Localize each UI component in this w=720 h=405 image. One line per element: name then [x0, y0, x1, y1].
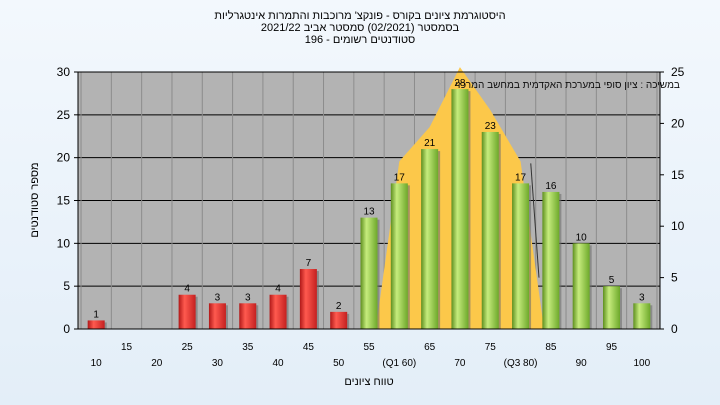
- x-tick-label: 75: [485, 342, 497, 353]
- bar-value-label: 4: [184, 284, 190, 295]
- y-axis-label: מספר סטודנטים: [29, 162, 41, 237]
- bar-value-label: 3: [245, 292, 251, 303]
- y2-tick-label: 10: [671, 219, 685, 233]
- bar-85: [542, 191, 560, 329]
- bar-40: [269, 294, 287, 329]
- bar-75: [481, 131, 499, 329]
- x-tick-label: 15: [121, 342, 133, 353]
- bar-25: [178, 294, 196, 329]
- bar-65: [421, 149, 439, 329]
- y-tick-label: 5: [63, 279, 70, 293]
- x-axis-label: טווח ציונים: [344, 376, 393, 388]
- y-tick-label: 10: [57, 236, 71, 250]
- annotation-label: במשיכה : ציון סופי במערכת האקדמית במחשב …: [455, 80, 680, 91]
- bar-value-label: 21: [424, 138, 436, 149]
- bars-layer: 1 4 3 3 4 7 2 13 17 21 28 23 17 16 10 5 3: [87, 78, 653, 329]
- bar-100: [633, 303, 651, 329]
- bar-value-label: 2: [336, 301, 342, 312]
- x-tick-label: 30: [212, 358, 224, 369]
- x-tick-label: 100: [633, 358, 650, 369]
- bar-value-label: 13: [363, 207, 375, 218]
- y-tick-label: 25: [57, 108, 71, 122]
- bar-90: [572, 243, 590, 329]
- y2-axis-ticks: 0 5 10 15 20 25: [660, 65, 685, 336]
- x-tick-label: 70: [454, 358, 466, 369]
- y-tick-label: 15: [57, 194, 71, 208]
- bar-value-label: 3: [215, 292, 221, 303]
- bar-value-label: 23: [485, 121, 497, 132]
- x-tick-label: 85: [545, 342, 557, 353]
- bar-value-label: 10: [576, 232, 588, 243]
- bar-80: [512, 183, 530, 329]
- y2-tick-label: 5: [671, 271, 678, 285]
- y2-tick-label: 20: [671, 116, 685, 130]
- bar-55: [360, 217, 378, 329]
- bar-95: [603, 286, 620, 329]
- envelope-edge-line: [530, 163, 540, 278]
- x-tick-label: 35: [242, 342, 254, 353]
- bar-value-label: 3: [639, 292, 645, 303]
- x-tick-label: 95: [606, 342, 618, 353]
- y-tick-label: 0: [63, 322, 70, 336]
- bar-value-label: 16: [545, 181, 557, 192]
- y2-tick-label: 15: [671, 168, 685, 182]
- bar-value-label: 7: [306, 258, 312, 269]
- y-tick-label: 20: [57, 151, 71, 165]
- bar-50: [330, 311, 348, 329]
- bar-30: [208, 303, 226, 329]
- x-tick-label: 40: [273, 358, 285, 369]
- x-tick-label: 50: [333, 358, 345, 369]
- x-axis-ticks: 10 15 20 25 30 35 40 45 50 55 (Q1 60) 65 70 75 (Q3 80)…: [91, 342, 651, 369]
- x-tick-label: 45: [303, 342, 315, 353]
- x-tick-label: 20: [151, 358, 163, 369]
- x-tick-label: 10: [91, 358, 103, 369]
- chart-title-line-2: בסמסטר (02/2021) סמסטר אביב 2021/22: [260, 22, 460, 34]
- chart-titles: היסטוגרמת ציונים בקורס - פונקצ' מרוכבות …: [0, 10, 720, 46]
- bar-45: [299, 269, 317, 329]
- bar-70: [451, 89, 469, 329]
- y-tick-label: 30: [57, 65, 71, 79]
- x-tick-label: 25: [182, 342, 194, 353]
- bar-10: [87, 320, 105, 329]
- bar-value-label: 28: [454, 78, 466, 89]
- x-tick-label: (Q1 60): [382, 358, 416, 369]
- bar-60: [390, 183, 408, 329]
- chart-title-line-3: סטודנטים רשומים - 196: [304, 34, 416, 46]
- bar-value-label: 4: [275, 284, 281, 295]
- chart-title-line-1: היסטוגרמת ציונים בקורס - פונקצ' מרוכבות …: [214, 10, 506, 22]
- y2-tick-label: 0: [671, 322, 678, 336]
- x-tick-label: (Q3 80): [504, 358, 538, 369]
- x-tick-label: 55: [363, 342, 375, 353]
- x-tick-label: 65: [424, 342, 436, 353]
- bar-value-label: 5: [609, 275, 615, 286]
- y-axis-ticks: 0 5 10 15 20 25 30: [57, 65, 78, 336]
- grid-lines: [78, 71, 660, 330]
- y2-tick-label: 25: [671, 65, 685, 79]
- bar-value-label: 17: [394, 172, 406, 183]
- x-tick-label: 90: [576, 358, 588, 369]
- bar-value-label: 1: [93, 309, 99, 320]
- bar-value-label: 17: [515, 172, 527, 183]
- bar-35: [239, 303, 257, 329]
